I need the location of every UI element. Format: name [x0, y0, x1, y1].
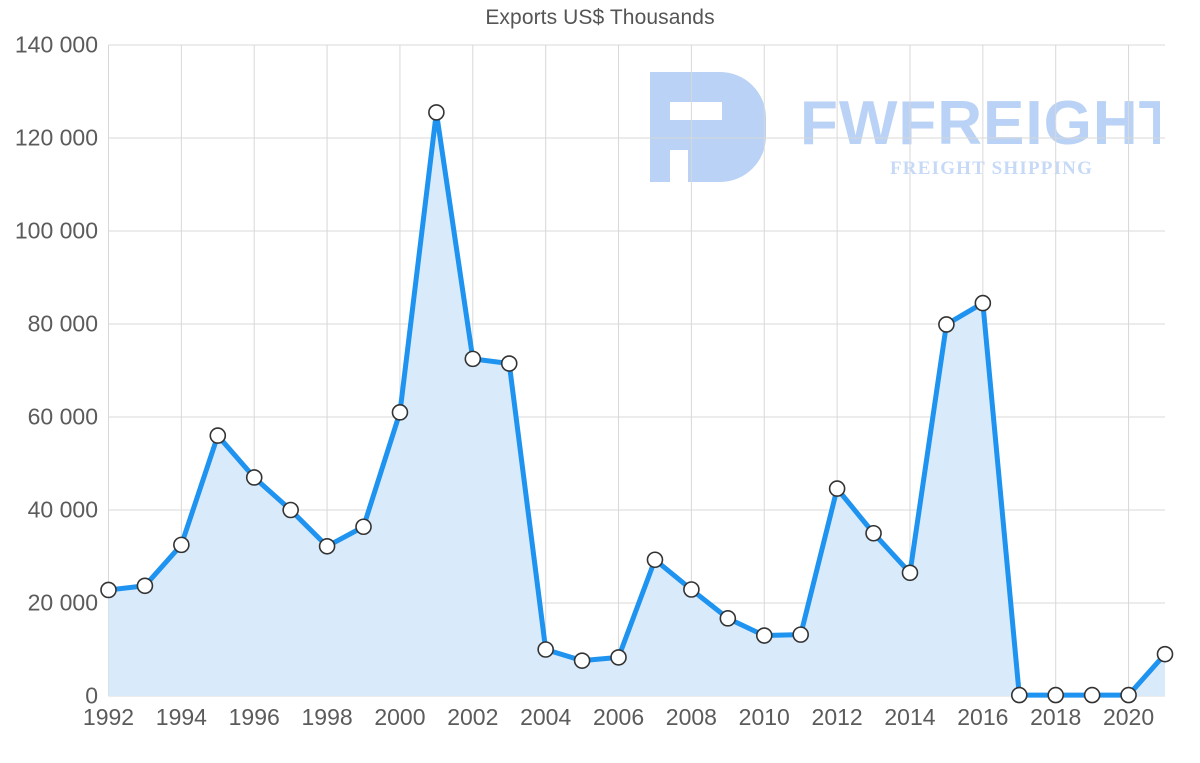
- data-point-marker[interactable]: 2019: 200: [1083, 686, 1101, 704]
- x-axis-tick-label: 2000: [374, 704, 426, 730]
- data-point-marker[interactable]: 2017: 200: [1010, 686, 1028, 704]
- data-point-marker[interactable]: 2020: 200: [1120, 686, 1137, 704]
- data-point-marker[interactable]: 1994: 32500: [173, 536, 190, 554]
- data-point-marker[interactable]: 1992: 22800: [100, 581, 117, 599]
- data-point-marker[interactable]: 1999: 36400: [355, 518, 372, 536]
- data-point-marker[interactable]: 2015: 79900: [938, 316, 955, 333]
- x-axis-tick-label: 2008: [665, 704, 717, 730]
- data-point-marker[interactable]: 1993: 23700: [136, 577, 154, 595]
- data-point-marker[interactable]: 2021: 9000: [1156, 645, 1174, 663]
- x-axis-tick-label: 2020: [1102, 704, 1155, 730]
- data-point-marker[interactable]: 2006: 8300: [610, 649, 627, 666]
- x-axis-tick-label: 1996: [228, 704, 280, 730]
- series-area-fill: [108, 112, 1165, 697]
- data-point-marker[interactable]: 2002: 72500: [464, 350, 482, 368]
- x-axis-tick-label: 2014: [884, 704, 936, 730]
- data-point-marker[interactable]: 2010: 13000: [755, 627, 773, 644]
- data-point-marker[interactable]: 2008: 22900: [683, 581, 700, 598]
- x-axis-tick-label: 2018: [1030, 704, 1082, 730]
- data-point-marker[interactable]: 2014: 26500: [901, 564, 919, 582]
- data-point-marker[interactable]: 2003: 71500: [500, 355, 518, 372]
- data-point-marker[interactable]: 2016: 84500: [974, 294, 992, 312]
- data-point-marker[interactable]: 1996: 47000: [245, 469, 263, 486]
- chart-title: Exports US$ Thousands: [485, 6, 715, 29]
- data-point-marker[interactable]: 2013: 35000: [865, 524, 882, 542]
- data-point-marker[interactable]: 2000: 61000: [391, 404, 409, 421]
- x-axis-tick-label: 1994: [155, 704, 207, 730]
- data-point-marker[interactable]: 2011: 13200: [792, 626, 809, 643]
- data-point-marker[interactable]: 2012: 44600: [828, 480, 846, 497]
- x-axis-tick-label: 2012: [811, 704, 863, 730]
- x-axis-tick-label: 2002: [447, 704, 499, 730]
- data-point-marker[interactable]: 2018: 200: [1047, 686, 1065, 704]
- data-point-marker[interactable]: 1998: 32200: [318, 537, 336, 555]
- x-axis-tick-label: 2004: [520, 704, 572, 730]
- x-axis-tick-label: 1992: [82, 704, 135, 730]
- y-axis-tick-label: 140 000: [14, 31, 98, 58]
- data-point-marker[interactable]: 2005: 7600: [573, 652, 591, 669]
- data-point-marker[interactable]: 2009: 16700: [719, 610, 737, 627]
- y-axis-tick-label: 40 000: [27, 496, 98, 523]
- x-axis-tick-label: 2010: [738, 704, 790, 730]
- y-axis-tick-label: 100 000: [14, 217, 98, 244]
- y-axis-tick-label: 20 000: [27, 589, 98, 616]
- data-point-marker[interactable]: 1995: 56000: [209, 427, 227, 444]
- series-markers: 1992: 22800 1993: 23700 1994: 32500 1995: 5…: [100, 104, 1174, 704]
- y-axis-tick-label: 80 000: [27, 310, 98, 337]
- y-axis-tick-label: 60 000: [27, 403, 98, 430]
- data-point-marker[interactable]: 2007: 29300: [646, 551, 664, 569]
- y-axis-tick-label: 0: [85, 682, 98, 709]
- x-axis-tick-label: 1998: [301, 704, 353, 730]
- x-axis-tick-label: 2006: [592, 704, 645, 730]
- y-axis-tick-label: 120 000: [14, 124, 98, 151]
- x-axis-tick-label: 2016: [957, 704, 1009, 730]
- data-point-marker[interactable]: 2001: 125500: [428, 104, 445, 121]
